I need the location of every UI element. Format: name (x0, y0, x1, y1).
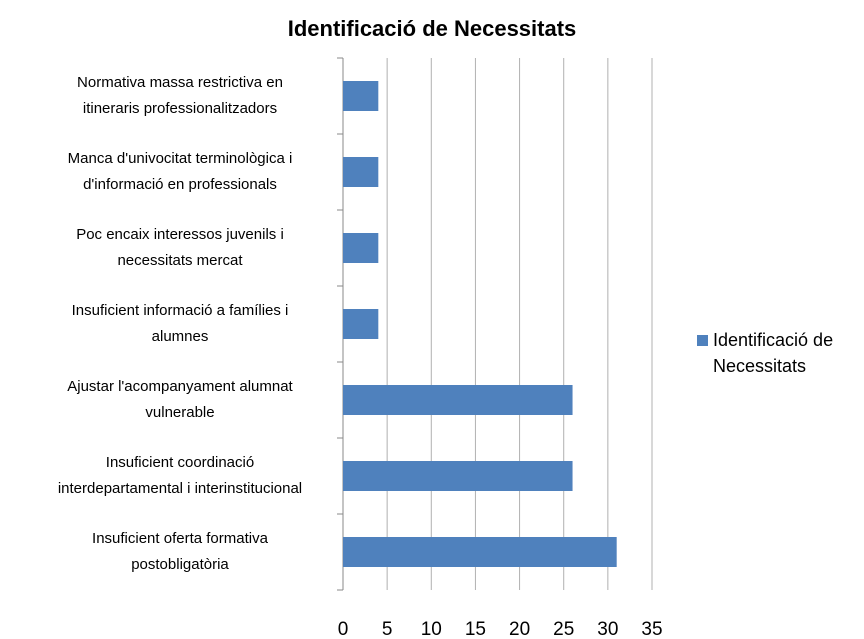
x-tick-label: 30 (597, 619, 618, 639)
x-tick-label: 15 (465, 619, 486, 639)
legend-label: Identificació de Necessitats (713, 330, 834, 376)
y-tick-label: Normativa massa restrictiva en (77, 74, 283, 91)
bar (343, 537, 617, 567)
legend-swatch (697, 335, 708, 346)
chart-title: Identificació de Necessitats (288, 16, 577, 41)
bar (343, 385, 573, 415)
y-tick-label: interdepartamental i interinstitucional (58, 480, 302, 497)
y-tick-label: Insuficient informació a famílies i (72, 302, 289, 319)
y-tick-label: d'informació en professionals (83, 176, 277, 193)
y-tick-label: itineraris professionalitzadors (83, 100, 277, 117)
bar (343, 461, 573, 491)
y-tick-label: necessitats mercat (117, 252, 243, 269)
x-tick-label: 25 (553, 619, 574, 639)
y-tick-label: Insuficient coordinació (106, 454, 254, 471)
y-tick-label: Ajustar l'acompanyament alumnat (67, 378, 293, 395)
x-tick-label: 20 (509, 619, 530, 639)
x-tick-label: 5 (382, 619, 393, 639)
y-tick-label: Manca d'univocitat terminològica i (68, 150, 293, 167)
legend: Identificació de Necessitats (697, 327, 864, 379)
y-tick-label: vulnerable (145, 404, 214, 421)
x-tick-label: 0 (338, 619, 349, 639)
y-tick-label: Insuficient oferta formativa (92, 530, 269, 547)
bar (343, 81, 379, 111)
bar (343, 309, 379, 339)
y-tick-label: alumnes (152, 328, 209, 345)
bar (343, 157, 379, 187)
bar (343, 233, 379, 263)
y-tick-label: Poc encaix interessos juvenils i (76, 226, 284, 243)
x-tick-label: 10 (421, 619, 442, 639)
y-tick-label: postobligatòria (131, 556, 229, 573)
x-tick-label: 35 (641, 619, 662, 639)
